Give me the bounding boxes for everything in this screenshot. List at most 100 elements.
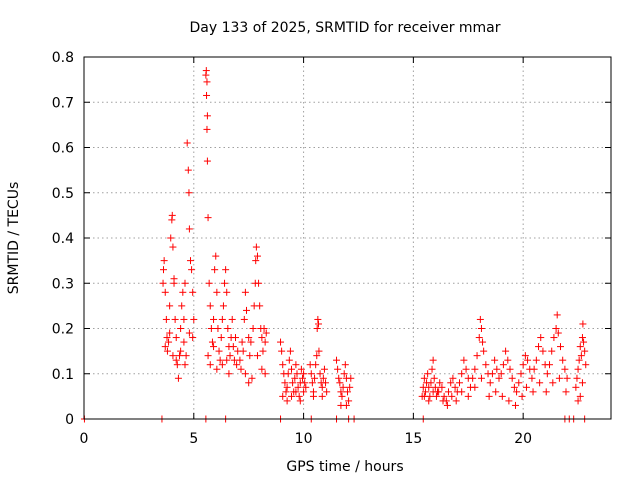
data-point [561,365,569,373]
data-point [576,343,584,351]
data-point [562,388,570,396]
data-point [179,288,187,296]
data-point [425,383,433,391]
data-point [319,374,327,382]
data-point [462,365,470,373]
data-point [576,392,584,400]
data-point [260,325,268,332]
data-point [207,325,215,332]
data-point [203,91,211,99]
data-point [181,279,189,287]
data-point [578,334,586,342]
data-point [546,361,554,369]
data-point [222,266,230,274]
data-point [559,356,567,364]
data-point [205,279,213,287]
data-point [504,356,512,364]
data-point [436,379,444,387]
data-point [167,234,175,242]
data-point [532,356,540,364]
data-point [479,338,487,346]
axis-ticks: 0 0.1 0.2 0.3 0.4 0.5 0.6 0.7 0.8 0 5 10 15 20 [52,50,611,447]
data-point [521,352,529,360]
data-point [340,370,348,378]
data-point [213,288,221,296]
data-point [162,315,170,323]
data-point [185,329,193,337]
data-point [159,266,167,274]
data-point [537,334,545,342]
data-point [428,365,436,373]
data-point [278,347,286,355]
data-point [277,338,285,346]
data-point [189,288,197,296]
data-point [581,347,589,355]
data-point [183,139,191,147]
data-point [169,243,177,251]
data-point [335,374,343,382]
data-point [334,365,342,373]
data-point [493,365,501,373]
data-point [347,374,355,382]
data-point [337,388,345,396]
data-point [322,379,330,387]
data-point [281,379,289,387]
data-point [313,325,321,332]
data-point [165,338,173,346]
data-point [344,388,351,396]
data-point [425,397,433,405]
data-point [302,383,310,391]
data-point [171,315,179,323]
data-point [445,388,453,396]
data-point [471,365,479,373]
data-point [439,397,447,405]
data-point [448,392,456,400]
data-point [308,379,316,387]
data-point [578,379,586,387]
data-point [316,370,324,378]
data-point [554,329,562,337]
data-point [210,315,218,323]
data-point [202,67,210,75]
data-point [255,279,263,287]
data-point [288,392,296,400]
data-point [313,352,321,360]
data-point [543,370,551,378]
data-point [427,379,435,387]
data-point [230,356,238,364]
data-point [420,374,428,382]
data-point [528,374,536,382]
data-point [477,374,485,382]
y-tick-label: 0.4 [52,231,74,247]
data-point [163,347,171,355]
data-point [248,374,256,382]
data-point [451,383,459,391]
data-point [499,361,507,369]
data-point [185,189,193,197]
data-point [284,370,292,378]
data-point [497,370,505,378]
data-point [510,383,518,391]
data-point [549,379,557,387]
data-point [318,383,326,391]
data-point [262,329,270,337]
data-point [575,356,583,364]
data-point [174,374,182,382]
data-point [221,279,229,287]
data-points [80,67,590,423]
data-point [172,356,180,364]
data-point [464,392,472,400]
data-point [511,401,519,409]
data-point [237,365,245,373]
data-point [485,392,493,400]
data-point [241,288,249,296]
data-point [535,343,543,351]
data-point [517,370,525,378]
data-point [286,347,294,355]
data-point [555,374,563,382]
data-point [229,343,237,351]
data-point [574,365,582,373]
data-point [440,392,448,400]
data-point [495,374,503,382]
